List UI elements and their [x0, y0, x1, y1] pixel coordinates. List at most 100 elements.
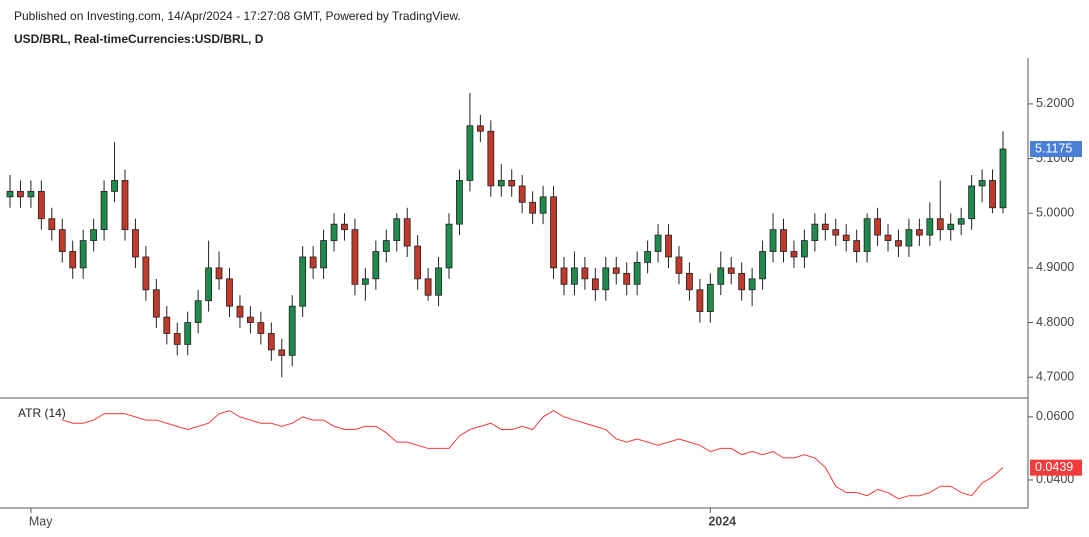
- candle-body: [132, 229, 139, 258]
- y-tick-label: 5.2000: [1036, 96, 1074, 110]
- candle-body: [936, 218, 944, 231]
- y-tick-label: 0.0400: [1036, 472, 1074, 486]
- candle-body: [529, 201, 537, 214]
- candle-body: [257, 322, 265, 334]
- last-price-label-bg: [1030, 141, 1082, 158]
- y-tick-label: 5.0000: [1036, 206, 1074, 220]
- candle-body: [111, 180, 118, 192]
- candle-body: [895, 240, 902, 247]
- candle-body: [152, 289, 160, 318]
- candle-body: [874, 218, 881, 236]
- candle-body: [142, 256, 150, 291]
- candle-body: [539, 196, 547, 214]
- last-price-label: 5.1175: [1035, 141, 1072, 155]
- candle-body: [706, 283, 714, 313]
- candle-body: [205, 267, 213, 302]
- candle-body: [173, 333, 181, 345]
- candle-body: [487, 130, 495, 187]
- candle-body: [330, 223, 338, 241]
- candle-body: [497, 180, 505, 187]
- candle-body: [675, 256, 683, 274]
- candle-body: [665, 234, 672, 258]
- candle-body: [915, 229, 923, 236]
- y-tick-label: 4.8000: [1036, 315, 1074, 329]
- candle-body: [633, 262, 641, 285]
- candle-body: [27, 190, 35, 198]
- candle-body: [226, 278, 233, 307]
- candle-body: [184, 322, 192, 345]
- candle-body: [518, 185, 526, 203]
- candle-body: [832, 229, 840, 236]
- candle-body: [288, 305, 296, 356]
- candle-body: [550, 196, 557, 269]
- candle-body: [58, 229, 66, 252]
- candle-body: [801, 240, 808, 258]
- candle-body: [968, 185, 976, 220]
- candle-body: [267, 333, 275, 351]
- candle-body: [236, 305, 244, 318]
- candle-body: [581, 267, 589, 280]
- candle-body: [351, 229, 359, 285]
- candle-body: [947, 223, 955, 231]
- indicator-line: [62, 410, 1004, 500]
- candle-body: [48, 218, 56, 231]
- candle-body: [957, 218, 965, 225]
- candle-body: [989, 180, 996, 209]
- candle-body: [414, 245, 422, 280]
- candle-body: [163, 316, 171, 334]
- candle-body: [309, 256, 317, 269]
- candle-body: [926, 218, 934, 236]
- candle-body: [79, 240, 87, 269]
- candle-body: [466, 125, 474, 181]
- candle-body: [341, 223, 348, 231]
- candle-body: [748, 278, 756, 291]
- candle-body: [445, 223, 453, 269]
- candle-body: [612, 267, 620, 274]
- candle-body: [821, 223, 829, 231]
- candle-body: [978, 180, 986, 187]
- candle-body: [571, 267, 578, 285]
- candle-body: [759, 251, 766, 280]
- candle-body: [623, 272, 631, 285]
- candle-body: [696, 289, 704, 313]
- x-tick-label: May: [29, 514, 53, 528]
- x-tick-label: 2024: [708, 514, 736, 528]
- candle-body: [403, 218, 411, 247]
- candle-body: [508, 180, 516, 187]
- y-tick-label: 4.9000: [1036, 260, 1074, 274]
- indicator-last-label-bg: [1030, 459, 1082, 476]
- candle-body: [69, 251, 77, 269]
- y-tick-label: 4.7000: [1036, 370, 1074, 384]
- candle-body: [393, 218, 401, 241]
- candle-body: [476, 125, 484, 132]
- candle-body: [299, 256, 307, 307]
- candle-body: [100, 190, 108, 231]
- candle-body: [361, 278, 369, 285]
- candle-body: [999, 148, 1007, 209]
- candle-body: [382, 240, 390, 252]
- indicator-name: ATR (14): [18, 406, 66, 420]
- candle-body: [6, 190, 14, 198]
- candle-body: [654, 234, 662, 252]
- candle-body: [780, 229, 787, 252]
- candle-body: [790, 251, 798, 258]
- candle-body: [278, 349, 286, 356]
- candle-body: [194, 300, 202, 323]
- candle-body: [884, 234, 892, 241]
- candle-body: [320, 240, 327, 269]
- candle-body: [372, 251, 380, 280]
- candle-body: [811, 223, 819, 241]
- chart-title: USD/BRL, Real-timeCurrencies:USD/BRL, D: [14, 32, 264, 46]
- candle-body: [717, 267, 725, 285]
- candle-body: [424, 278, 432, 296]
- candle-body: [686, 272, 693, 291]
- y-tick-label: 0.0600: [1036, 409, 1074, 423]
- candle-body: [853, 240, 861, 252]
- candle-body: [738, 272, 746, 291]
- candle-body: [37, 190, 45, 220]
- candle-body: [727, 267, 735, 274]
- candle-body: [247, 316, 254, 323]
- publisher-note: Published on Investing.com, 14/Apr/2024 …: [14, 9, 461, 23]
